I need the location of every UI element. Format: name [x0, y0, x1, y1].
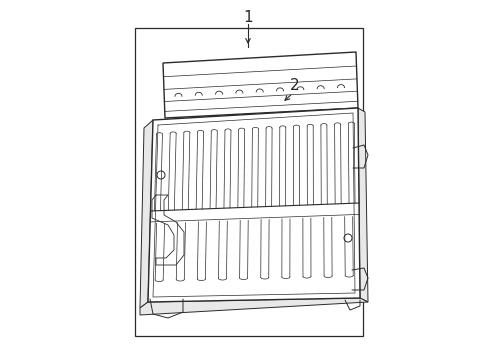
Polygon shape: [140, 120, 153, 308]
Text: 2: 2: [289, 77, 299, 93]
Polygon shape: [148, 108, 359, 302]
Polygon shape: [140, 298, 367, 315]
Polygon shape: [163, 52, 357, 118]
Bar: [135, 28, 362, 336]
Polygon shape: [357, 108, 367, 302]
Text: 1: 1: [243, 10, 252, 26]
